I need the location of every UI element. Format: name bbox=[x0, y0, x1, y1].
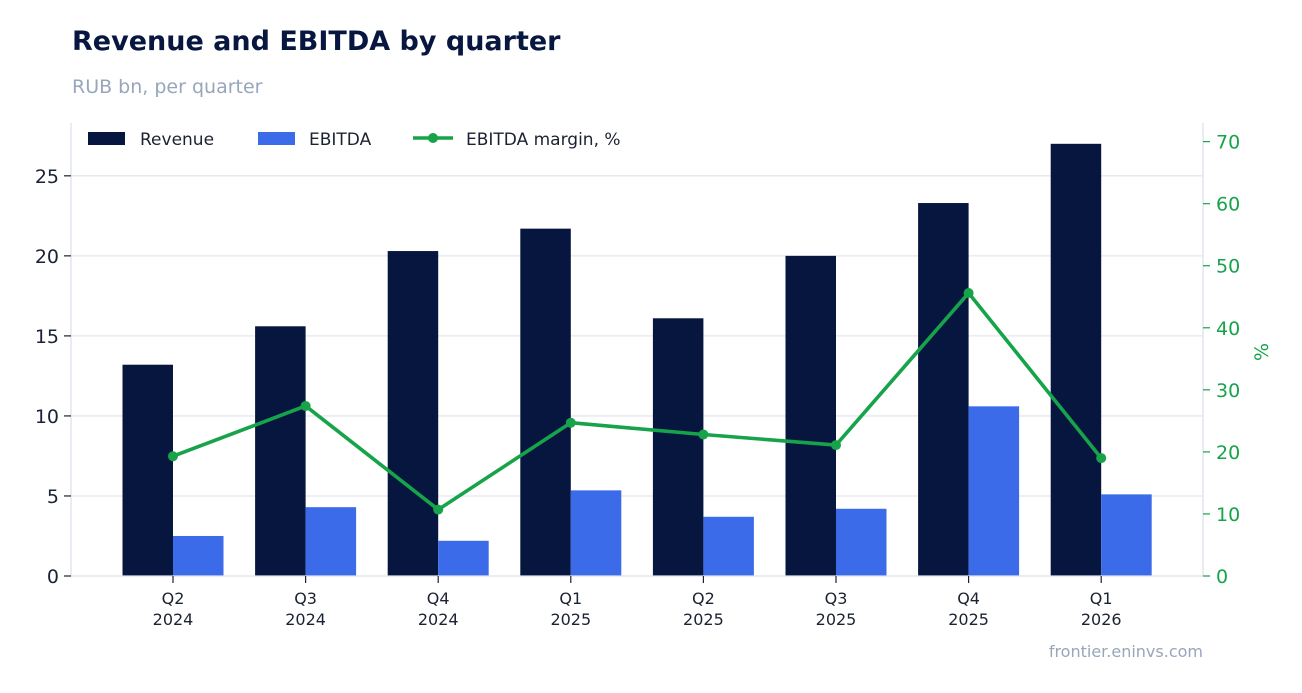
x-tick-label-year: 2024 bbox=[285, 610, 326, 629]
y-right-tick-label: 20 bbox=[1216, 442, 1240, 464]
revenue-bar bbox=[785, 255, 836, 577]
x-tick-label-year: 2025 bbox=[816, 610, 857, 629]
x-tick-label-quarter: Q1 bbox=[1090, 589, 1113, 608]
revenue-bar bbox=[1050, 143, 1102, 576]
y-left-tick-label: 25 bbox=[35, 166, 59, 188]
ebitda-bar bbox=[173, 535, 224, 576]
legend-ebitda-swatch bbox=[258, 132, 295, 145]
ebitda-bar bbox=[703, 516, 754, 576]
x-tick-label-quarter: Q2 bbox=[162, 589, 185, 608]
ebitda-margin-point bbox=[168, 451, 178, 462]
ebitda-margin-point bbox=[1096, 453, 1107, 464]
ebitda-bar bbox=[305, 507, 357, 576]
revenue-bar bbox=[652, 318, 704, 576]
legend-revenue-label: Revenue bbox=[140, 130, 214, 150]
y-left-tick-label: 0 bbox=[47, 566, 59, 588]
y-right-tick-label: 50 bbox=[1216, 256, 1240, 278]
ebitda-bar bbox=[570, 490, 622, 576]
y-left-tick-label: 15 bbox=[35, 326, 59, 348]
revenue-bar bbox=[255, 326, 306, 576]
x-tick-label-quarter: Q1 bbox=[559, 589, 582, 608]
legend-revenue-swatch bbox=[88, 132, 125, 145]
ebitda-bar bbox=[836, 508, 887, 576]
legend: Revenue EBITDA EBITDA margin, % bbox=[88, 130, 621, 150]
y-right-tick-label: 30 bbox=[1216, 380, 1240, 402]
margin-line-group bbox=[168, 288, 1107, 515]
y-left-tick-label: 20 bbox=[35, 246, 59, 268]
ebitda-margin-point bbox=[300, 400, 311, 411]
revenue-bar bbox=[918, 203, 969, 576]
grid-lines bbox=[71, 175, 1203, 497]
y-right-tick-label: 40 bbox=[1216, 318, 1240, 340]
y-left-tick-label: 5 bbox=[47, 486, 59, 508]
ebitda-margin-point bbox=[433, 504, 444, 515]
ebitda-margin-point bbox=[565, 417, 576, 428]
source-label: frontier.eninvs.com bbox=[1048, 642, 1203, 661]
y-right-axis-label: % bbox=[1251, 343, 1273, 361]
bars-group bbox=[122, 143, 1152, 577]
ebitda-bar bbox=[438, 540, 489, 576]
ebitda-margin-point bbox=[963, 288, 974, 299]
x-tick-label-quarter: Q3 bbox=[825, 589, 848, 608]
ebitda-margin-point bbox=[698, 429, 709, 440]
x-tick-label-year: 2024 bbox=[418, 610, 459, 629]
revenue-bar bbox=[387, 251, 439, 577]
ebitda-bar bbox=[968, 406, 1020, 576]
revenue-bar bbox=[520, 228, 571, 576]
ebitda-bar bbox=[1101, 494, 1152, 576]
ebitda-margin-line bbox=[172, 291, 1103, 512]
x-tick-label-year: 2024 bbox=[153, 610, 194, 629]
legend-margin-label: EBITDA margin, % bbox=[466, 130, 621, 150]
x-tick-label-year: 2026 bbox=[1081, 610, 1122, 629]
legend-ebitda-label: EBITDA bbox=[309, 130, 372, 150]
x-tick-label-quarter: Q3 bbox=[294, 589, 317, 608]
chart-title: Revenue and EBITDA by quarter bbox=[72, 26, 561, 57]
ebitda-margin-point bbox=[831, 440, 841, 451]
x-tick-label-year: 2025 bbox=[948, 610, 989, 629]
legend-margin-marker bbox=[428, 133, 438, 143]
axes-group: 0510152025010203040506070%Q22024Q32024Q4… bbox=[35, 123, 1273, 629]
x-tick-label-quarter: Q2 bbox=[692, 589, 715, 608]
revenue-bar bbox=[122, 364, 173, 576]
x-tick-label-year: 2025 bbox=[683, 610, 724, 629]
chart-subtitle: RUB bn, per quarter bbox=[72, 76, 263, 98]
y-right-tick-label: 70 bbox=[1216, 132, 1240, 154]
x-tick-label-year: 2025 bbox=[550, 610, 591, 629]
x-tick-label-quarter: Q4 bbox=[957, 589, 980, 608]
y-right-tick-label: 10 bbox=[1216, 504, 1240, 526]
y-left-tick-label: 10 bbox=[35, 406, 59, 428]
y-right-tick-label: 0 bbox=[1216, 566, 1228, 588]
y-right-tick-label: 60 bbox=[1216, 194, 1240, 216]
x-tick-label-quarter: Q4 bbox=[427, 589, 450, 608]
